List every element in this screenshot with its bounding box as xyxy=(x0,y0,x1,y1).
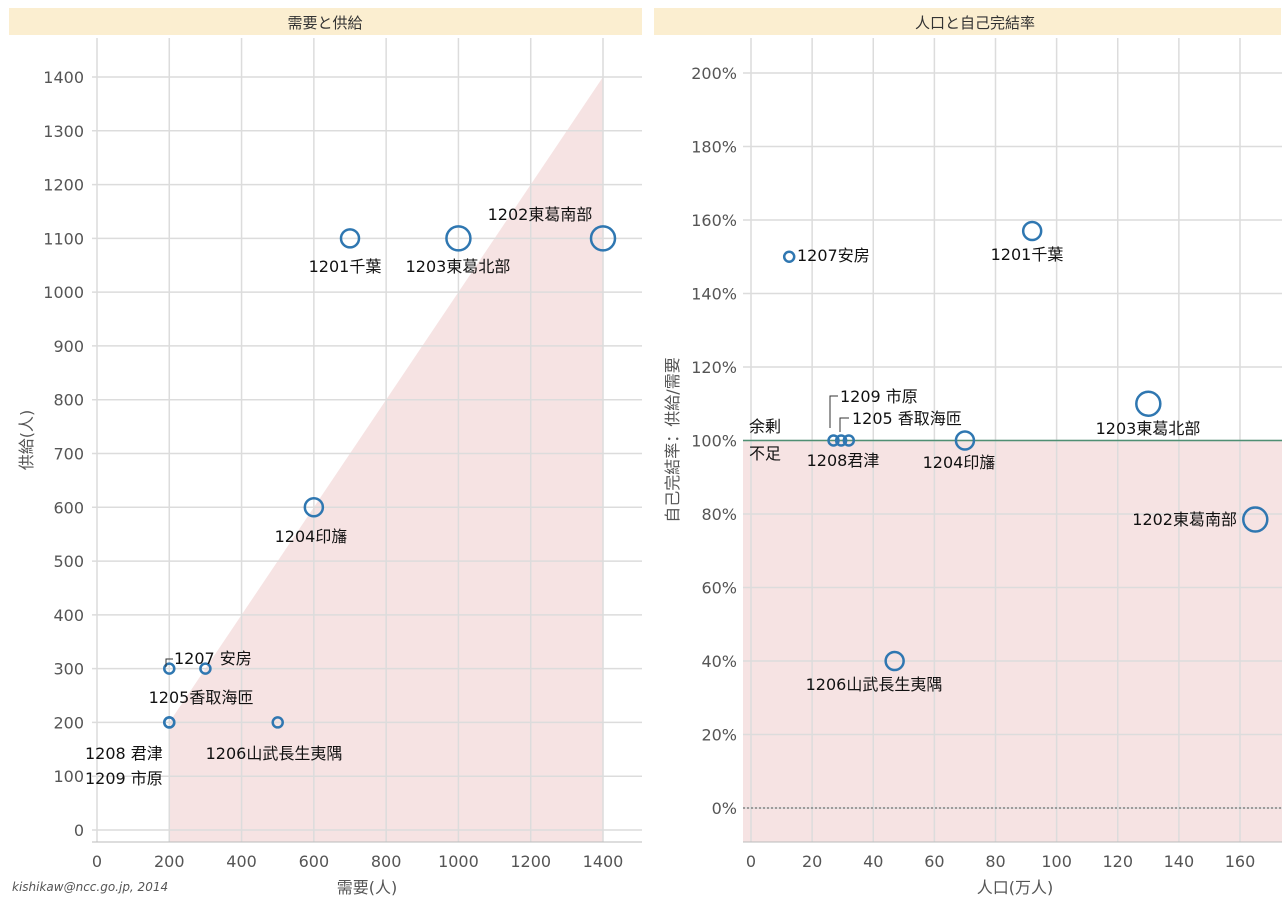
chart2-point-label-1201: 1201千葉 xyxy=(991,245,1064,264)
chart1-point-1204 xyxy=(303,497,325,518)
chart2-point-1203 xyxy=(1135,390,1162,417)
chart1-y-tick: 500 xyxy=(53,552,84,571)
chart1-y-tick: 400 xyxy=(53,606,84,625)
chart1-point-label-1209: 1209 市原 xyxy=(85,769,163,788)
chart2-surplus-label: 余剰 xyxy=(749,417,781,436)
chart2-point-label-1208: 1208君津 xyxy=(807,451,880,470)
chart2-y-axis-title: 自己完結率：供給/需要 xyxy=(663,357,682,522)
chart2-point-1206 xyxy=(884,650,905,672)
chart1-x-tick: 1400 xyxy=(583,852,624,871)
chart2-x-axis-title: 人口(万人) xyxy=(977,878,1054,897)
chart2-point-label-1207: 1207安房 xyxy=(797,246,870,265)
chart1-y-tick: 1000 xyxy=(43,283,84,302)
chart2-label-leader-1209 xyxy=(829,395,838,428)
chart2-y-tick: 80% xyxy=(701,505,737,524)
chart2-point-label-1209: 1209 市原 xyxy=(840,387,918,406)
chart2-x-tick: 120 xyxy=(1102,852,1133,871)
chart2-y-tick: 0% xyxy=(712,799,737,818)
chart1-point-1207 xyxy=(163,662,176,675)
chart2-y-tick: 200% xyxy=(691,64,737,83)
chart1-x-tick: 1000 xyxy=(438,852,479,871)
chart1-y-tick: 200 xyxy=(53,713,84,732)
chart2-point-1204 xyxy=(954,430,976,451)
chart1-y-tick: 1400 xyxy=(43,68,84,87)
chart2-x-tick: 60 xyxy=(924,852,944,871)
chart2-y-tick: 100% xyxy=(691,432,737,451)
chart1-y-tick: 300 xyxy=(53,660,84,679)
chart2-x-tick: 100 xyxy=(1041,852,1072,871)
chart2-point-1209 xyxy=(834,434,848,447)
chart1-title: 需要と供給 xyxy=(287,14,362,32)
chart2-y-tick: 120% xyxy=(691,358,737,377)
chart1-point-1209 xyxy=(163,716,176,729)
chart2-point-1205 xyxy=(842,434,856,447)
chart2-x-tick: 80 xyxy=(985,852,1005,871)
chart1-y-tick: 100 xyxy=(53,767,84,786)
chart1-x-tick: 800 xyxy=(371,852,402,871)
chart2-x-tick: 140 xyxy=(1164,852,1195,871)
chart1-point-label-1203: 1203東葛北部 xyxy=(406,257,511,276)
chart1-point-label-1207: 1207 安房 xyxy=(174,649,252,668)
chart1-point-label-1208: 1208 君津 xyxy=(85,744,163,763)
chart2-y-tick: 60% xyxy=(701,579,737,598)
chart2-shortage-region xyxy=(743,440,1282,842)
chart1-point-label-1204: 1204印旛 xyxy=(275,527,348,546)
chart1-x-tick: 200 xyxy=(154,852,185,871)
chart2-shortage-label: 不足 xyxy=(749,444,781,463)
chart1-point-1205 xyxy=(199,662,212,675)
chart2-y-tick: 160% xyxy=(691,211,737,230)
chart1-point-label-1201: 1201千葉 xyxy=(309,257,382,276)
chart2-x-tick: 0 xyxy=(746,852,756,871)
chart2-y-tick: 20% xyxy=(701,726,737,745)
chart2-point-1207 xyxy=(782,250,796,263)
chart1-label-leader-1207 xyxy=(165,658,173,667)
chart1-x-tick: 0 xyxy=(92,852,102,871)
chart2-x-tick: 40 xyxy=(863,852,883,871)
chart2-y-tick: 140% xyxy=(691,285,737,304)
chart2-title-band xyxy=(654,8,1281,35)
chart2-x-tick: 160 xyxy=(1225,852,1256,871)
chart2-y-tick: 40% xyxy=(701,652,737,671)
chart1-point-1203 xyxy=(445,225,472,252)
chart1-y-tick: 1100 xyxy=(43,229,84,248)
chart1-point-1201 xyxy=(339,228,361,249)
chart2-label-leader-1205 xyxy=(839,417,849,432)
chart1-x-tick: 400 xyxy=(226,852,257,871)
chart2-point-label-1203: 1203東葛北部 xyxy=(1096,419,1201,438)
chart1-title-band xyxy=(9,8,642,35)
chart2-point-label-1204: 1204印旛 xyxy=(923,453,996,472)
chart2-point-1208 xyxy=(827,434,840,447)
chart1-x-tick: 1200 xyxy=(510,852,551,871)
chart1-point-label-1202: 1202東葛南部 xyxy=(488,205,593,224)
chart1-y-tick: 600 xyxy=(53,498,84,517)
chart1-point-label-1205: 1205香取海匝 xyxy=(149,688,254,707)
chart2-point-label-1206: 1206山武長生夷隅 xyxy=(806,675,943,694)
chart1-y-tick: 0 xyxy=(74,821,84,840)
chart2-point-label-1205: 1205 香取海匝 xyxy=(852,409,962,428)
chart1-point-label-1206: 1206山武長生夷隅 xyxy=(206,744,343,763)
chart1-y-tick: 800 xyxy=(53,391,84,410)
chart1-y-tick: 700 xyxy=(53,445,84,464)
chart1-x-tick: 600 xyxy=(299,852,330,871)
chart1-y-axis-title: 供給(人) xyxy=(17,410,36,471)
chart2-point-1201 xyxy=(1021,220,1043,242)
chart1-y-tick: 1200 xyxy=(43,176,84,195)
chart1-y-tick: 900 xyxy=(53,337,84,356)
chart2-title: 人口と自己完結率 xyxy=(915,14,1035,32)
chart1-y-tick: 1300 xyxy=(43,122,84,141)
chart1-x-axis-title: 需要(人) xyxy=(337,878,398,897)
credit-text: kishikaw@ncc.go.jp, 2014 xyxy=(12,880,168,894)
chart1-point-1206 xyxy=(271,716,284,729)
chart2-point-label-1202: 1202東葛南部 xyxy=(1132,510,1237,529)
chart2-point-1202 xyxy=(1242,506,1269,533)
chart2-x-tick: 20 xyxy=(802,852,822,871)
chart1-point-1202 xyxy=(589,225,617,252)
chart2-y-tick: 180% xyxy=(691,138,737,157)
